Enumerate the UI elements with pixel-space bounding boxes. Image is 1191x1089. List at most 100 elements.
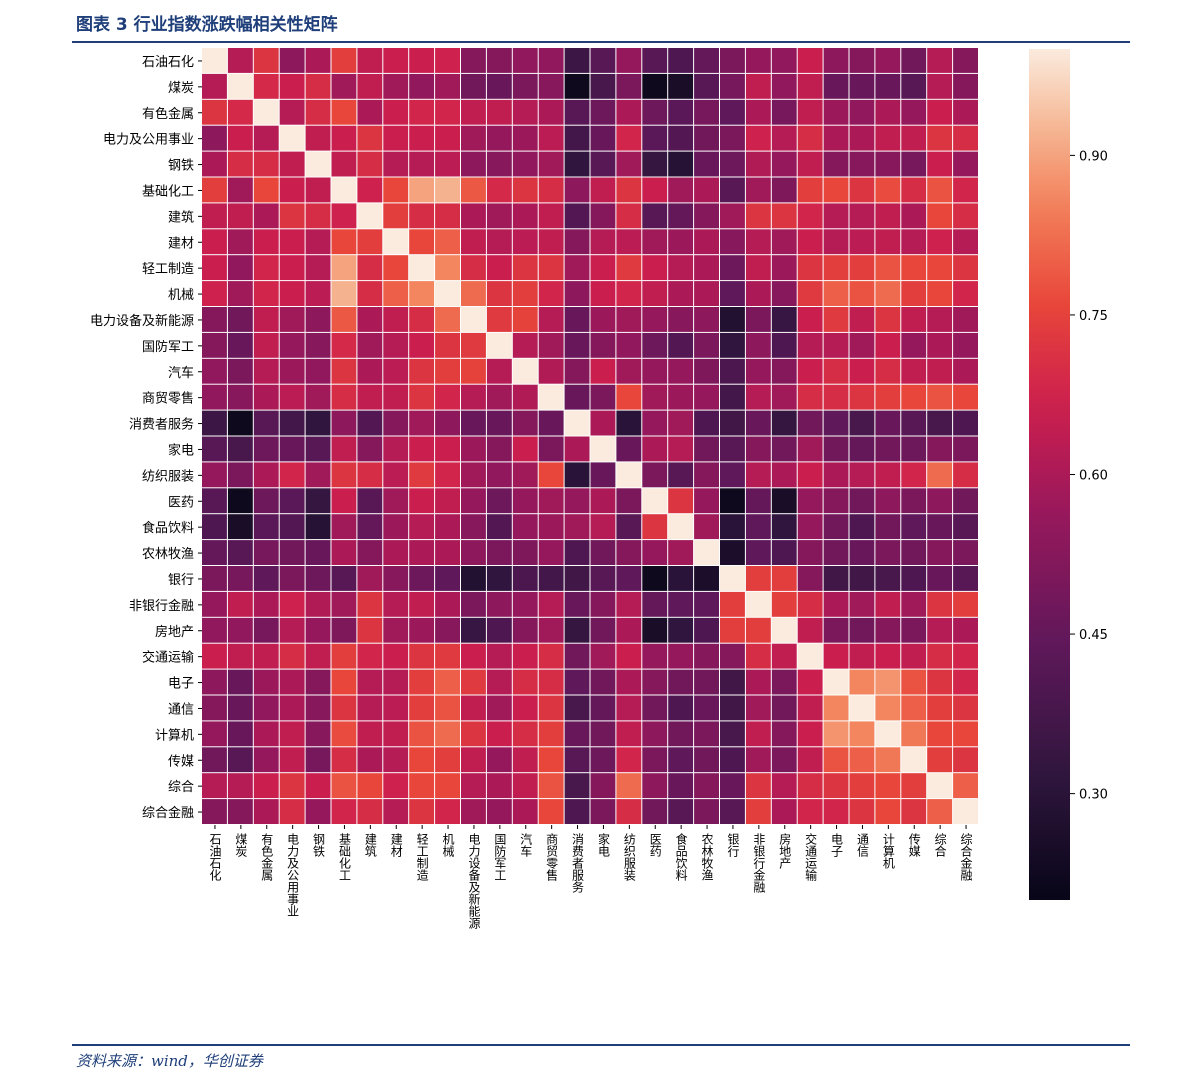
heatmap-cell bbox=[927, 721, 953, 747]
heatmap-cell bbox=[694, 125, 719, 151]
heatmap-cell bbox=[305, 721, 331, 747]
heatmap-cell bbox=[823, 669, 849, 695]
heatmap-cell bbox=[694, 540, 719, 565]
heatmap-cell bbox=[823, 462, 849, 488]
heatmap-cell bbox=[357, 566, 383, 591]
heatmap-cell bbox=[771, 514, 797, 540]
heatmap-cell bbox=[564, 410, 590, 436]
heatmap-cell bbox=[435, 151, 460, 177]
heatmap-cell bbox=[331, 384, 357, 410]
heatmap-cell bbox=[409, 255, 435, 281]
y-tick-label: 建筑 bbox=[168, 209, 194, 225]
heatmap-cell bbox=[227, 177, 253, 203]
x-tick-label: 电子 bbox=[830, 833, 844, 857]
heatmap-cell bbox=[901, 125, 927, 151]
heatmap-cell bbox=[694, 73, 719, 99]
x-tick-label: 交通运输 bbox=[804, 832, 818, 882]
heatmap-cell bbox=[538, 255, 564, 281]
heatmap-cell bbox=[227, 307, 253, 332]
heatmap-cell bbox=[823, 281, 849, 306]
heatmap-cell bbox=[227, 255, 253, 281]
colorbar-tick-label: 0.30 bbox=[1079, 788, 1108, 803]
heatmap-cell bbox=[616, 695, 642, 721]
heatmap-cell bbox=[357, 229, 383, 255]
heatmap-cell bbox=[590, 332, 616, 358]
heatmap-cell bbox=[720, 307, 745, 332]
heatmap-cell bbox=[564, 229, 590, 255]
heatmap-cell bbox=[279, 436, 305, 462]
heatmap-cell bbox=[383, 540, 409, 565]
heatmap-cell bbox=[823, 514, 849, 540]
x-tick-label: 房地产 bbox=[778, 832, 792, 870]
heatmap-cell bbox=[253, 488, 279, 514]
heatmap-cell bbox=[668, 721, 694, 747]
heatmap-cell bbox=[953, 307, 978, 332]
heatmap-cell bbox=[564, 669, 590, 695]
heatmap-cell bbox=[720, 514, 745, 540]
heatmap-cell bbox=[486, 125, 512, 151]
heatmap-cell bbox=[512, 799, 538, 824]
heatmap-cell bbox=[357, 462, 383, 488]
heatmap-cell bbox=[331, 643, 357, 669]
heatmap-cell bbox=[771, 410, 797, 436]
heatmap-cell bbox=[590, 747, 616, 773]
heatmap-cell bbox=[512, 73, 538, 99]
heatmap-cell bbox=[642, 488, 668, 514]
heatmap-cell bbox=[642, 99, 668, 125]
heatmap-cell bbox=[590, 410, 616, 436]
heatmap-cell bbox=[227, 203, 253, 229]
x-tick-label: 基础化工 bbox=[337, 833, 351, 881]
heatmap-cell bbox=[512, 773, 538, 799]
heatmap-cell bbox=[305, 410, 331, 436]
heatmap-cell bbox=[435, 721, 460, 747]
heatmap-cell bbox=[383, 591, 409, 617]
heatmap-cell bbox=[486, 229, 512, 255]
heatmap-cell bbox=[668, 358, 694, 384]
heatmap-cell bbox=[227, 48, 253, 73]
heatmap-cell bbox=[564, 99, 590, 125]
heatmap-cell bbox=[823, 591, 849, 617]
heatmap-cell bbox=[331, 799, 357, 824]
heatmap-cell bbox=[694, 566, 719, 591]
heatmap-cell bbox=[253, 99, 279, 125]
y-tick-label: 电力设备及新能源 bbox=[90, 313, 194, 329]
heatmap-cell bbox=[771, 358, 797, 384]
heatmap-cell bbox=[642, 669, 668, 695]
heatmap-cell bbox=[357, 203, 383, 229]
heatmap-cell bbox=[279, 540, 305, 565]
heatmap-cell bbox=[694, 151, 719, 177]
heatmap-cell bbox=[461, 436, 486, 462]
heatmap-cell bbox=[383, 125, 409, 151]
heatmap-cell bbox=[512, 591, 538, 617]
x-tick-label: 非银行金融 bbox=[752, 833, 766, 894]
heatmap-cell bbox=[668, 307, 694, 332]
heatmap-cell bbox=[694, 203, 719, 229]
heatmap-cell bbox=[927, 514, 953, 540]
heatmap-cell bbox=[616, 462, 642, 488]
heatmap-cell bbox=[486, 436, 512, 462]
heatmap-cell bbox=[720, 332, 745, 358]
heatmap-cell bbox=[745, 643, 771, 669]
heatmap-cell bbox=[202, 73, 227, 99]
heatmap-cell bbox=[901, 384, 927, 410]
heatmap-cell bbox=[927, 669, 953, 695]
heatmap-cell bbox=[202, 488, 227, 514]
heatmap-cell bbox=[668, 591, 694, 617]
heatmap-cell bbox=[435, 229, 460, 255]
heatmap-cell bbox=[305, 358, 331, 384]
heatmap-cell bbox=[461, 177, 486, 203]
heatmap-cell bbox=[409, 566, 435, 591]
heatmap-cell bbox=[771, 281, 797, 306]
heatmap-cell bbox=[875, 721, 901, 747]
heatmap-cell bbox=[512, 332, 538, 358]
heatmap-cell bbox=[279, 410, 305, 436]
heatmap-cell bbox=[538, 307, 564, 332]
heatmap-cell bbox=[590, 669, 616, 695]
heatmap-cell bbox=[538, 540, 564, 565]
heatmap-cell bbox=[875, 462, 901, 488]
heatmap-cell bbox=[331, 281, 357, 306]
heatmap-cell bbox=[927, 566, 953, 591]
heatmap-cell bbox=[849, 591, 875, 617]
heatmap-cell bbox=[823, 307, 849, 332]
heatmap-cell bbox=[927, 255, 953, 281]
